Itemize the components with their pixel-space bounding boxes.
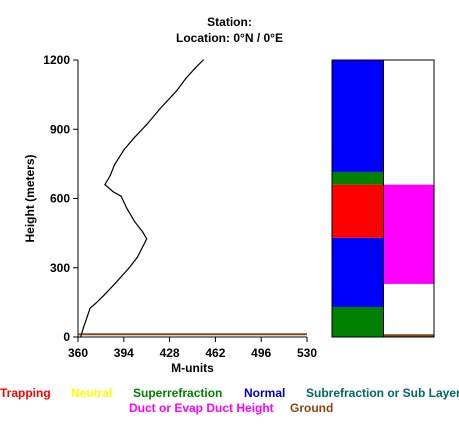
right-column-segment <box>384 184 434 284</box>
chart-axes: 0 300 600 900 1200 360 394 428 462 496 530 M-units H… <box>23 53 317 375</box>
data-point <box>109 174 111 177</box>
data-point <box>159 107 161 110</box>
data-point <box>142 231 144 233</box>
data-point <box>113 164 115 166</box>
data-point <box>146 238 148 240</box>
y-tick-label: 0 <box>63 330 70 344</box>
legend-ground: Ground <box>290 401 334 415</box>
y-axis-title: Height (meters) <box>23 154 37 242</box>
data-point <box>115 282 117 284</box>
left-column-segment <box>332 237 383 307</box>
data-point <box>89 307 91 309</box>
station-label: Station: <box>207 15 252 29</box>
data-point <box>86 315 89 317</box>
x-tick-label: 428 <box>160 346 180 360</box>
data-point <box>146 124 148 126</box>
data-point <box>128 267 130 269</box>
y-tick-label: 600 <box>50 192 70 206</box>
legend-superrefraction: Superrefraction <box>133 386 223 400</box>
right-column-segment <box>384 334 434 337</box>
data-point <box>104 184 106 186</box>
left-column-segment <box>332 306 383 337</box>
data-point <box>120 195 122 197</box>
left-column-segment <box>332 184 383 238</box>
data-point <box>136 256 138 258</box>
x-tick-label: 394 <box>114 346 134 360</box>
data-point <box>175 90 177 92</box>
data-point <box>80 336 82 338</box>
legend-neutral: Neutral <box>71 386 113 400</box>
data-point <box>82 327 84 329</box>
x-tick-label: 496 <box>251 346 271 360</box>
y-tick-label: 900 <box>50 122 70 136</box>
legend-duct: Duct or Evap Duct Height <box>129 401 274 415</box>
data-point <box>133 136 136 138</box>
data-point <box>202 59 204 61</box>
x-tick-label: 462 <box>205 346 225 360</box>
y-tick-label: 300 <box>50 261 70 275</box>
left-column-segment <box>332 171 383 185</box>
profile-bars <box>331 59 435 338</box>
data-point <box>185 77 187 80</box>
data-point <box>104 293 106 295</box>
data-point <box>125 207 128 209</box>
left-column-segment <box>332 60 383 172</box>
location-label: Location: 0°N / 0°E <box>176 31 283 45</box>
data-point <box>194 67 196 69</box>
x-axis-title: M-units <box>171 361 214 375</box>
legend-subrefraction: Subrefraction or Sub Layer <box>306 386 459 400</box>
data-point <box>123 149 125 151</box>
data-point <box>112 190 114 193</box>
data-point <box>94 302 97 305</box>
x-tick-label: 360 <box>68 346 88 360</box>
x-tick-label: 530 <box>297 346 317 360</box>
legend-trapping: Trapping <box>0 386 51 400</box>
data-point <box>133 220 136 223</box>
legend-normal: Normal <box>244 386 286 400</box>
m-unit-profile <box>78 59 307 338</box>
y-tick-label: 1200 <box>43 53 70 67</box>
m-unit-line <box>80 59 204 338</box>
